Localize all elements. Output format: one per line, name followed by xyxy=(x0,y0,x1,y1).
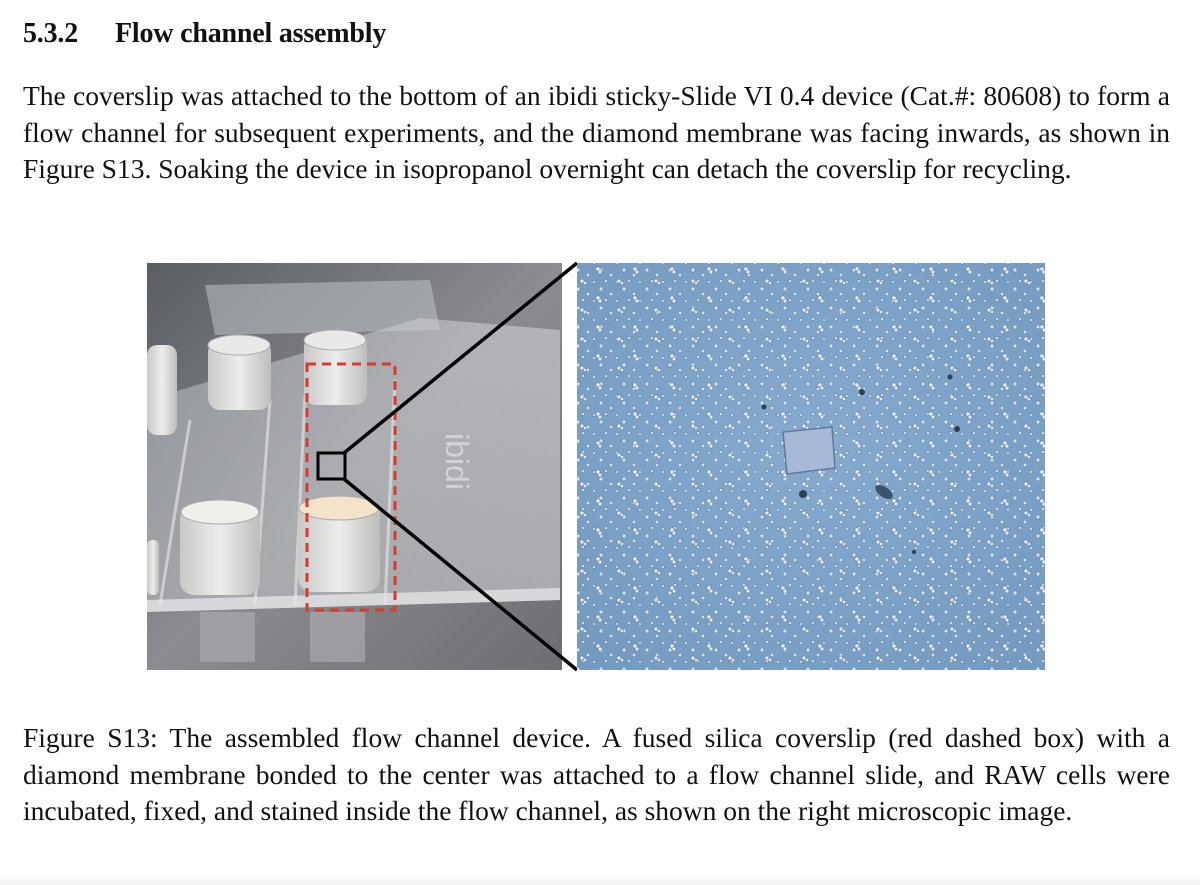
zoom-line-bottom xyxy=(342,477,579,672)
device-photo: ibidi xyxy=(147,263,562,670)
section-title: Flow channel assembly xyxy=(115,18,387,49)
figure-caption: Figure S13: The assembled flow channel d… xyxy=(23,722,1170,826)
section-heading: 5.3.2 Flow channel assembly xyxy=(23,18,386,50)
body-paragraph: The coverslip was attached to the bottom… xyxy=(23,80,1170,184)
page-bottom-edge xyxy=(0,875,1200,885)
port-top-left xyxy=(147,345,177,435)
port-bottom-left xyxy=(147,499,260,662)
coverslip-dashed-box xyxy=(305,362,397,612)
port-bottom-right xyxy=(298,495,380,662)
port-top-right xyxy=(303,329,367,405)
zoom-source-box xyxy=(316,451,347,481)
port-top-middle xyxy=(207,334,271,410)
microscope-image xyxy=(577,263,1045,670)
device-brand-label: ibidi xyxy=(439,433,475,490)
diamond-membrane xyxy=(782,426,836,475)
zoom-line-top xyxy=(342,261,579,455)
section-number: 5.3.2 xyxy=(23,18,79,49)
